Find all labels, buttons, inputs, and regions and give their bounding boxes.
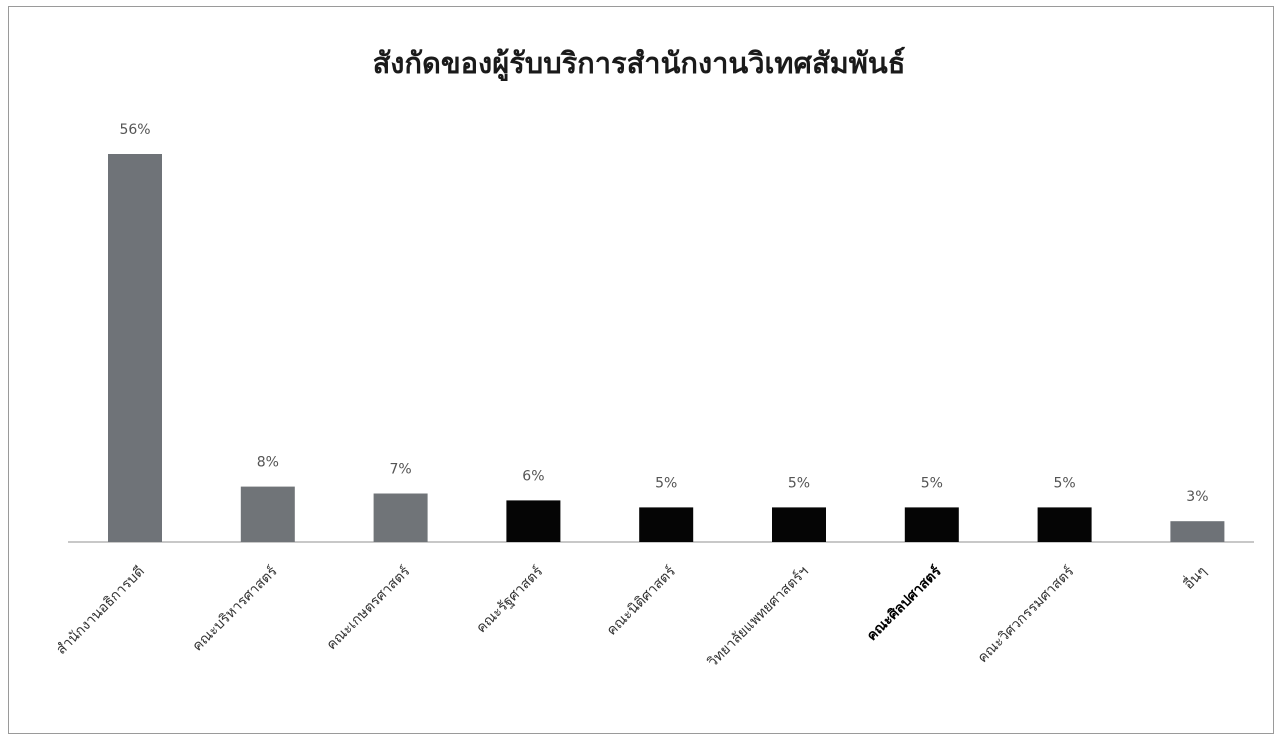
data-label-1: 56% bbox=[119, 122, 150, 138]
tick-label-1: สำนักงานอธิการบดี bbox=[53, 564, 147, 658]
data-label-6: 5% bbox=[788, 475, 810, 491]
data-label-2: 8% bbox=[257, 455, 279, 471]
tick-label-6: วิทยาลัยแพทยศาสตร์ฯ bbox=[704, 563, 812, 671]
bar-2 bbox=[241, 487, 295, 542]
bar-6 bbox=[772, 507, 826, 542]
tick-label-7: คณะศิลปศาสตร์ bbox=[863, 562, 945, 644]
bar-7 bbox=[905, 507, 959, 542]
data-label-4: 6% bbox=[522, 468, 544, 484]
tick-label-2: คณะบริหารศาสตร์ bbox=[189, 562, 281, 654]
data-label-7: 5% bbox=[921, 475, 943, 491]
data-labels-group: 56% 8% 7% 6% 5% 5% 5% 5% 3% bbox=[119, 122, 1208, 505]
bar-9 bbox=[1170, 521, 1224, 542]
data-label-9: 3% bbox=[1186, 489, 1208, 505]
tick-label-5: คณะนิติศาสตร์ bbox=[603, 562, 679, 638]
bar-1 bbox=[108, 154, 162, 542]
bar-5 bbox=[639, 507, 693, 542]
data-label-5: 5% bbox=[655, 475, 677, 491]
data-label-8: 5% bbox=[1053, 475, 1075, 491]
data-label-3: 7% bbox=[389, 462, 411, 478]
tick-label-3: คณะเกษตรศาสตร์ bbox=[323, 562, 414, 653]
tick-label-8: คณะวิศวกรรมศาสตร์ bbox=[974, 562, 1078, 666]
bar-8 bbox=[1038, 507, 1092, 542]
bar-4 bbox=[506, 500, 560, 542]
tick-label-4: คณะรัฐศาสตร์ bbox=[473, 562, 547, 636]
tick-label-9: อื่นๆ bbox=[1179, 562, 1210, 593]
tick-labels-group: สำนักงานอธิการบดี คณะบริหารศาสตร์ คณะเกษตร… bbox=[53, 562, 1210, 671]
bar-3 bbox=[374, 494, 428, 543]
